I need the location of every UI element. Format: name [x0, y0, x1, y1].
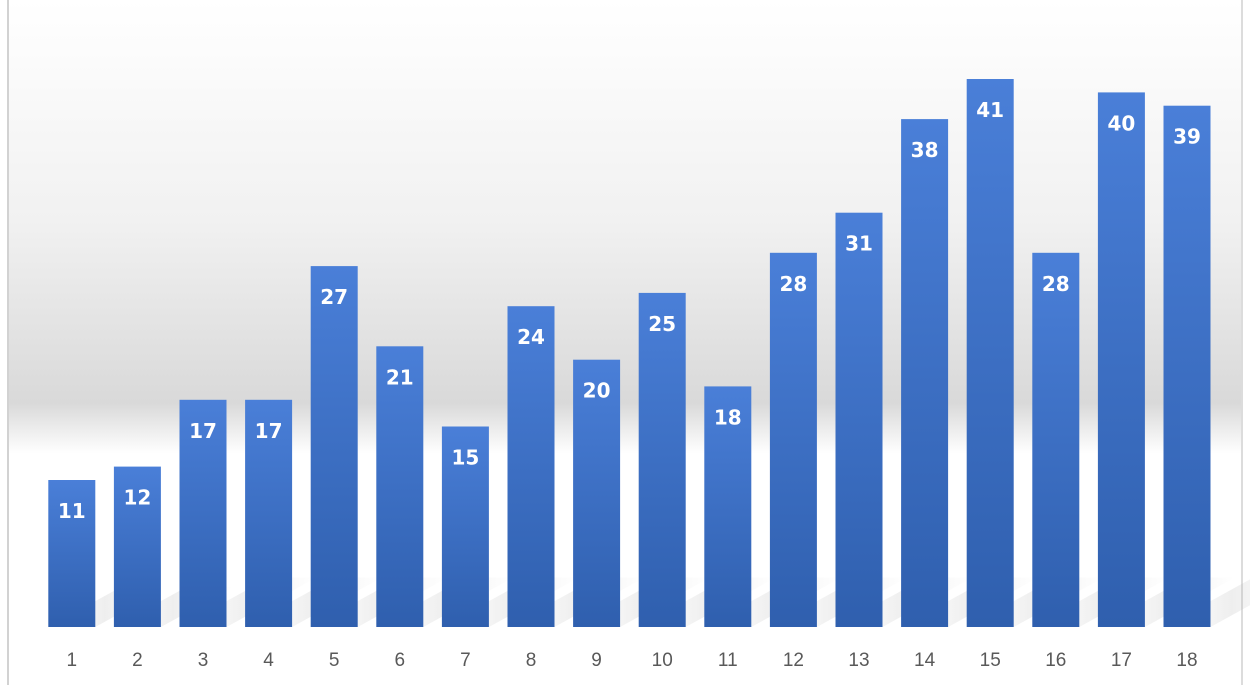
bar-2 [113, 466, 161, 627]
bar-18 [1163, 105, 1211, 627]
bar-1 [48, 480, 96, 627]
bar-14 [901, 119, 949, 627]
data-label-11: 18 [714, 405, 742, 429]
x-tick-label-11: 11 [718, 650, 738, 671]
x-tick-label-4: 4 [263, 650, 274, 671]
x-tick-label-17: 17 [1111, 650, 1132, 671]
data-label-18: 39 [1173, 125, 1201, 149]
data-label-14: 38 [911, 138, 939, 162]
x-tick-label-13: 13 [848, 650, 869, 671]
data-label-10: 25 [648, 312, 676, 336]
bar-11 [704, 386, 752, 627]
x-tick-labels-group: 1 2 3 4 5 6 7 8 9 10 11 12 13 14 15 16 17 18 [67, 650, 1198, 671]
bar-17 [1097, 92, 1145, 627]
bar-6 [376, 346, 424, 627]
data-label-6: 21 [386, 365, 414, 389]
bars-group [48, 79, 1211, 628]
left-border [7, 0, 9, 685]
bar-16 [1032, 252, 1080, 628]
right-border [1241, 0, 1243, 685]
data-label-7: 15 [451, 446, 479, 470]
data-label-3: 17 [189, 419, 217, 443]
bar-3 [179, 399, 227, 627]
data-label-8: 24 [517, 325, 545, 349]
x-tick-label-15: 15 [980, 650, 1001, 671]
x-tick-label-8: 8 [526, 650, 537, 671]
data-label-2: 12 [123, 486, 151, 510]
bar-15 [966, 79, 1014, 627]
x-tick-label-7: 7 [460, 650, 471, 671]
bar-7 [441, 426, 489, 627]
x-tick-label-2: 2 [132, 650, 143, 671]
x-tick-label-10: 10 [652, 650, 673, 671]
x-tick-label-16: 16 [1045, 650, 1066, 671]
x-tick-label-9: 9 [591, 650, 602, 671]
data-label-16: 28 [1042, 272, 1070, 296]
bar-5 [310, 266, 358, 627]
data-label-15: 41 [976, 98, 1004, 122]
data-labels-group: 11 12 17 17 27 21 15 24 20 25 18 28 31 38 41 28 40 39 [58, 98, 1201, 523]
bar-10 [638, 292, 686, 627]
bar-9 [573, 359, 621, 627]
x-tick-label-1: 1 [67, 650, 78, 671]
data-label-9: 20 [583, 379, 611, 403]
data-label-4: 17 [255, 419, 283, 443]
x-tick-label-6: 6 [395, 650, 406, 671]
data-label-17: 40 [1107, 111, 1135, 135]
data-label-12: 28 [779, 272, 807, 296]
data-label-13: 31 [845, 232, 873, 256]
bar-8 [507, 306, 555, 627]
x-tick-label-12: 12 [783, 650, 804, 671]
bar-12 [769, 252, 817, 628]
x-tick-label-14: 14 [914, 650, 936, 671]
bar-4 [245, 399, 293, 627]
data-label-1: 11 [58, 499, 86, 523]
bar-13 [835, 212, 883, 627]
data-label-5: 27 [320, 285, 348, 309]
x-tick-label-3: 3 [198, 650, 209, 671]
x-tick-label-5: 5 [329, 650, 340, 671]
x-tick-label-18: 18 [1176, 650, 1197, 671]
